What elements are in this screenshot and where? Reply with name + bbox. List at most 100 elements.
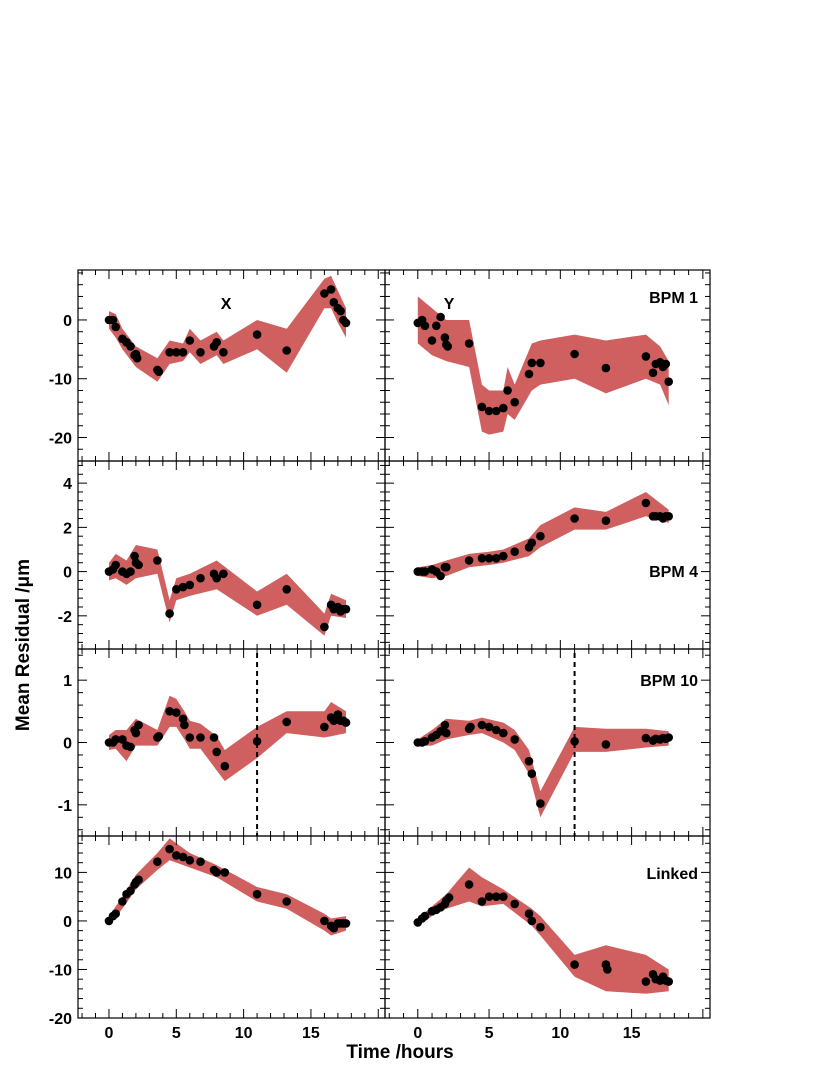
- column-label: X: [221, 296, 232, 313]
- data-point: [440, 720, 450, 730]
- data-point: [527, 538, 537, 548]
- data-point: [664, 977, 673, 986]
- data-point: [503, 386, 512, 395]
- data-point: [524, 756, 534, 766]
- data-point: [178, 582, 188, 592]
- y-tick-label: 0: [63, 565, 72, 582]
- data-point: [491, 725, 501, 735]
- panel-bpm-10-x: -1 0 1: [58, 648, 386, 837]
- data-point: [491, 554, 501, 563]
- data-point: [329, 716, 339, 725]
- data-point: [484, 722, 494, 732]
- data-point: [111, 909, 120, 918]
- data-point: [111, 735, 120, 744]
- data-point: [252, 330, 262, 339]
- data-point: [118, 897, 127, 906]
- data-point: [464, 339, 474, 348]
- data-point: [131, 728, 141, 738]
- data-point: [641, 977, 651, 986]
- data-point: [527, 769, 537, 778]
- data-point: [165, 348, 174, 357]
- data-point: [130, 551, 139, 561]
- data-point: [336, 306, 345, 316]
- error-band: [109, 545, 346, 636]
- data-point: [570, 349, 579, 359]
- data-point: [180, 720, 189, 730]
- data-point: [477, 897, 487, 906]
- data-point: [436, 312, 445, 322]
- data-point: [477, 554, 487, 563]
- data-point: [185, 733, 195, 742]
- data-point: [212, 338, 221, 347]
- data-point: [601, 363, 611, 373]
- data-point: [641, 352, 651, 361]
- data-point: [442, 728, 451, 738]
- x-tick-label: 5: [172, 1025, 181, 1042]
- data-point: [440, 333, 450, 342]
- data-point: [154, 732, 164, 741]
- data-point: [510, 735, 519, 744]
- data-point: [252, 600, 262, 610]
- panel-linked-y: 0 5 10 15 Linked: [384, 835, 711, 1042]
- data-point: [185, 856, 195, 865]
- column-label: Y: [444, 296, 455, 313]
- data-point: [118, 735, 127, 744]
- row-label: BPM 1: [649, 290, 698, 307]
- data-point: [510, 547, 519, 556]
- data-point: [466, 722, 475, 732]
- data-point: [443, 342, 453, 351]
- error-band: [417, 867, 669, 994]
- data-point: [108, 315, 118, 325]
- data-point: [111, 322, 120, 332]
- data-point: [341, 919, 351, 928]
- data-point: [165, 707, 174, 716]
- error-band: [109, 838, 346, 936]
- row-label: Linked: [646, 866, 698, 883]
- x-tick-label: 10: [235, 1025, 253, 1042]
- data-point: [420, 911, 430, 921]
- x-tick-label: 10: [551, 1025, 569, 1042]
- data-point: [510, 899, 519, 909]
- y-tick-label: -20: [49, 1011, 72, 1028]
- data-point: [510, 397, 519, 407]
- error-band: [109, 695, 346, 782]
- data-point: [648, 368, 658, 378]
- data-point: [282, 585, 292, 594]
- data-point: [570, 960, 579, 969]
- data-point: [341, 318, 351, 328]
- panel-bpm-4-y: BPM 4: [384, 460, 711, 650]
- data-point: [320, 289, 329, 298]
- data-point: [134, 875, 143, 884]
- y-tick-label: 1: [63, 673, 72, 690]
- panel-bpm-10-y: BPM 10: [384, 648, 711, 837]
- data-point: [153, 556, 162, 565]
- data-point: [178, 852, 188, 862]
- data-point: [154, 367, 164, 377]
- data-point: [196, 857, 205, 866]
- panel-bpm-1-x: -20 -10 0 X: [49, 269, 386, 462]
- data-point: [185, 580, 195, 590]
- panel-frame: [77, 460, 386, 650]
- data-point: [196, 733, 205, 742]
- data-point: [212, 868, 221, 877]
- data-point: [601, 740, 611, 749]
- data-point: [172, 708, 181, 717]
- row-label: BPM 4: [649, 564, 698, 581]
- data-point: [420, 567, 430, 576]
- data-point: [641, 733, 651, 743]
- data-point: [153, 857, 162, 866]
- x-tick-label: 0: [105, 1025, 114, 1042]
- data-point: [484, 406, 494, 416]
- data-point: [603, 965, 612, 974]
- data-point: [601, 516, 611, 525]
- data-point: [282, 346, 292, 355]
- data-point: [536, 531, 545, 541]
- data-point: [111, 560, 120, 570]
- data-point: [536, 358, 545, 368]
- data-point: [126, 742, 135, 752]
- data-point: [570, 514, 579, 523]
- data-point: [165, 844, 174, 854]
- panel-bpm-1-y: Y BPM 1: [384, 269, 711, 462]
- data-point: [664, 512, 673, 521]
